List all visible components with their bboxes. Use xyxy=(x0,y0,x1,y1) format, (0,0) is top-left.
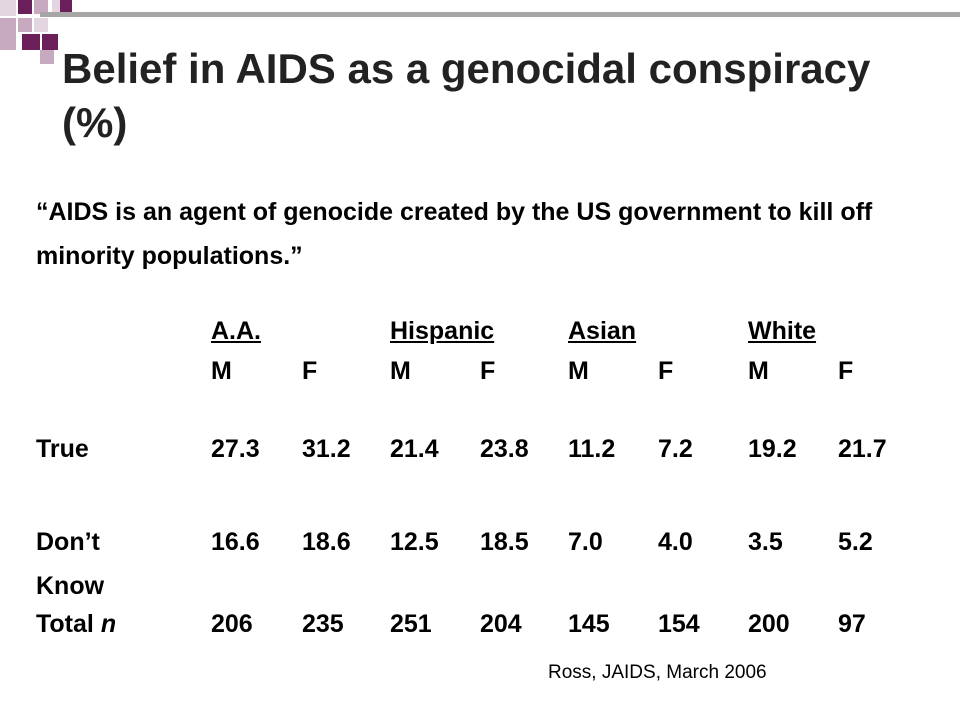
slide-title: Belief in AIDS as a genocidal conspiracy… xyxy=(62,45,871,146)
row-label-true: True xyxy=(36,435,89,463)
table-cell: 18.5 xyxy=(480,528,529,556)
table-cell: 7.0 xyxy=(568,528,603,556)
table-cell: 19.2 xyxy=(748,435,797,463)
survey-statement: “AIDS is an agent of genocide created by… xyxy=(36,198,873,270)
table-cell: 200 xyxy=(748,610,790,638)
group-header-white: White xyxy=(748,317,817,345)
header-rule xyxy=(40,12,960,17)
sub-header: F xyxy=(838,357,854,385)
table-cell: 18.6 xyxy=(302,528,351,556)
group-header-hispanic: Hispanic xyxy=(390,317,495,345)
sub-header: F xyxy=(480,357,496,385)
group-header-aa: A.A. xyxy=(211,317,261,345)
sub-header: F xyxy=(658,357,674,385)
sub-header: M xyxy=(748,357,769,385)
sub-header: M xyxy=(390,357,411,385)
row-label-total-n: Total n xyxy=(36,609,116,639)
table-cell: 23.8 xyxy=(480,435,529,463)
table-cell: 12.5 xyxy=(390,528,439,556)
table-cell: 11.2 xyxy=(568,435,616,463)
row-label-total-italic: n xyxy=(100,610,117,638)
row-label-dont-know: Don’t Know xyxy=(36,528,105,600)
table-cell: 154 xyxy=(658,610,700,638)
table-cell: 206 xyxy=(211,610,253,638)
table-cell: 3.5 xyxy=(748,528,783,556)
table-cell: 21.4 xyxy=(390,435,439,463)
table-cell: 21.7 xyxy=(838,435,887,463)
table-cell: 16.6 xyxy=(211,528,260,556)
table-cell: 97 xyxy=(838,610,866,638)
row-label-total-prefix: Total xyxy=(36,610,101,638)
sub-header: M xyxy=(568,357,589,385)
source-citation: Ross, JAIDS, March 2006 xyxy=(548,662,767,683)
table-cell: 7.2 xyxy=(658,435,693,463)
sub-header: M xyxy=(211,357,232,385)
table-cell: 4.0 xyxy=(658,528,693,556)
table-cell: 145 xyxy=(568,610,610,638)
table-cell: 5.2 xyxy=(838,528,873,556)
table-cell: 251 xyxy=(390,610,432,638)
group-header-asian: Asian xyxy=(568,317,637,345)
table-cell: 235 xyxy=(302,610,344,638)
table-cell: 27.3 xyxy=(211,435,260,463)
table-cell: 31.2 xyxy=(302,435,351,463)
table-cell: 204 xyxy=(480,610,522,638)
sub-header: F xyxy=(302,357,318,385)
